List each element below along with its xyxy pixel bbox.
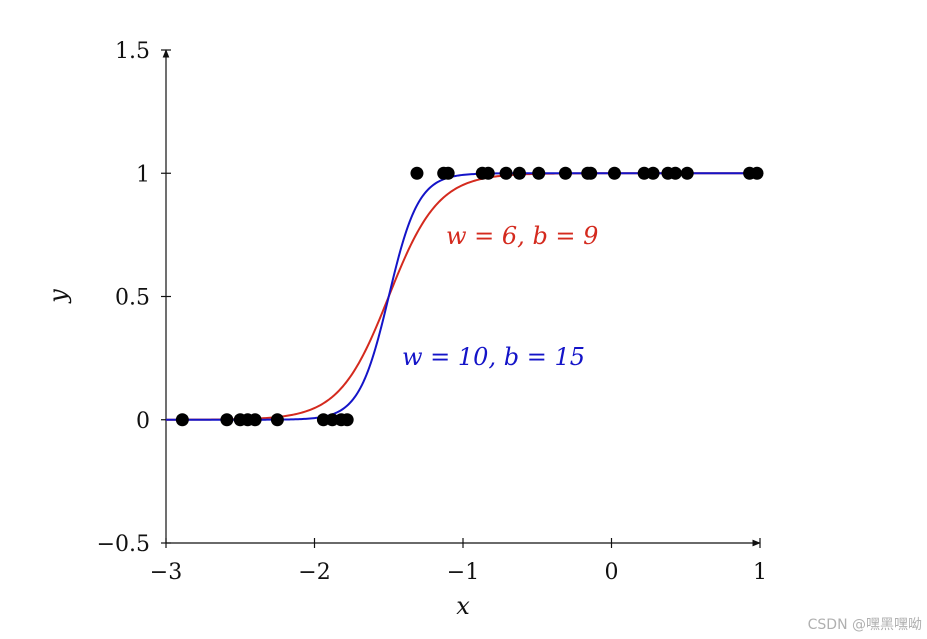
data-point — [340, 413, 354, 427]
x-tick-label: 0 — [605, 560, 619, 585]
series-label-red: w = 6, b = 9 — [446, 222, 598, 250]
data-point — [441, 166, 455, 180]
data-point — [607, 166, 621, 180]
series-curve-blue — [166, 172, 760, 421]
series-curve-red — [166, 172, 760, 421]
data-point — [512, 166, 526, 180]
y-tick-label: 1 — [136, 162, 150, 187]
data-point — [175, 413, 189, 427]
ticks: −3 −2 −1 0 1 −0.5 0 0.5 1 1.5 — [97, 39, 767, 585]
x-tick-label: 1 — [753, 560, 767, 585]
x-axis-label: x — [456, 592, 470, 620]
y-tick-label: 0.5 — [115, 286, 150, 311]
curves — [166, 172, 760, 421]
axes — [162, 49, 761, 547]
data-point — [750, 166, 764, 180]
y-tick-label: 1.5 — [115, 39, 150, 64]
x-tick-label: −1 — [447, 560, 479, 585]
y-tick-label: 0 — [136, 409, 150, 434]
data-point — [668, 166, 682, 180]
data-point — [270, 413, 284, 427]
data-point — [325, 413, 339, 427]
data-point — [220, 413, 234, 427]
data-point — [316, 413, 330, 427]
series-label-blue: w = 10, b = 15 — [402, 343, 585, 371]
data-point — [532, 166, 546, 180]
data-point — [584, 166, 598, 180]
watermark: CSDN @嘿黑嘿呦 — [808, 617, 922, 633]
data-point — [410, 166, 424, 180]
data-point — [646, 166, 660, 180]
data-point — [637, 166, 651, 180]
y-tick-label: −0.5 — [97, 532, 150, 557]
data-points — [175, 166, 764, 427]
data-point — [499, 166, 513, 180]
data-point — [481, 166, 495, 180]
data-point — [558, 166, 572, 180]
x-tick-label: −3 — [150, 560, 182, 585]
data-point — [680, 166, 694, 180]
x-tick-label: −2 — [298, 560, 330, 585]
y-axis-label: y — [44, 289, 72, 304]
data-point — [248, 413, 262, 427]
